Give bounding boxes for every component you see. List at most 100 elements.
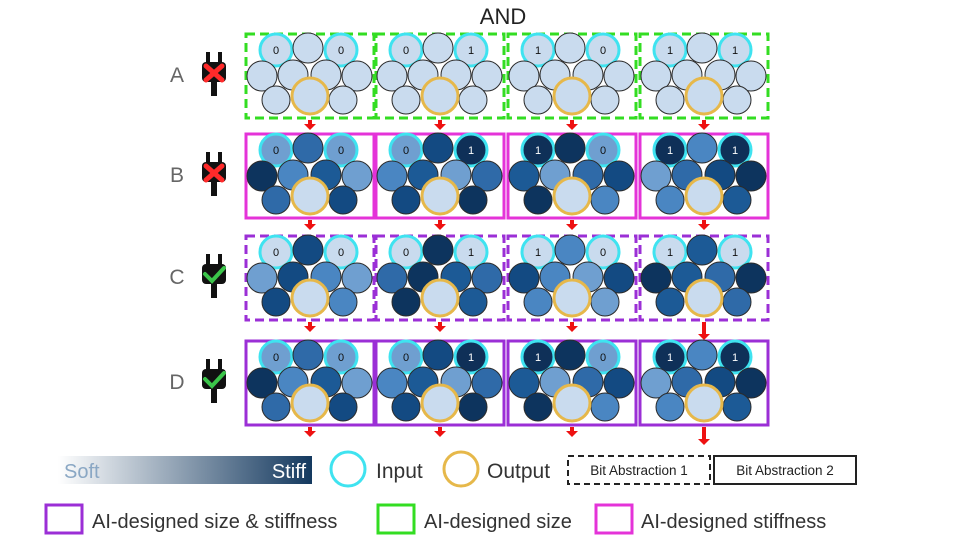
grain <box>292 32 324 64</box>
input-bit: 0 <box>403 352 409 364</box>
grain <box>603 160 635 192</box>
input-node <box>323 339 359 375</box>
grain <box>246 262 278 294</box>
grain <box>292 234 324 266</box>
grain <box>391 185 421 215</box>
output-node <box>420 278 460 318</box>
output-node <box>290 278 330 318</box>
flow-arrow <box>566 120 578 130</box>
stiff-label: Stiff <box>272 461 307 483</box>
input-bit: 1 <box>535 45 541 57</box>
input-bit: 0 <box>338 145 344 157</box>
grain <box>508 60 540 92</box>
power-plug-icon <box>202 152 226 196</box>
grain <box>735 160 767 192</box>
grain <box>246 367 278 399</box>
flow-arrow <box>698 322 710 340</box>
input-bit: 0 <box>273 145 279 157</box>
size-stiffness-label: AI-designed size & stiffness <box>92 511 337 533</box>
grain <box>603 60 635 92</box>
grain <box>328 185 358 215</box>
input-node <box>585 339 621 375</box>
grain <box>686 132 718 164</box>
input-node <box>388 339 424 375</box>
flow-arrow <box>304 427 316 437</box>
power-plug-icon <box>202 52 226 96</box>
grain <box>422 32 454 64</box>
input-bit: 0 <box>403 247 409 259</box>
output-label: Output <box>487 460 550 483</box>
grain <box>590 287 620 317</box>
grain <box>508 160 540 192</box>
input-bit: 0 <box>338 45 344 57</box>
bit1-label: Bit Abstraction 1 <box>590 463 688 478</box>
flow-arrow <box>566 322 578 332</box>
grain <box>640 367 672 399</box>
input-node <box>388 32 424 68</box>
grain <box>261 85 291 115</box>
output-node <box>420 383 460 423</box>
input-bit: 1 <box>667 352 673 364</box>
flow-arrow <box>304 120 316 130</box>
input-node <box>453 339 489 375</box>
power-plug-icon <box>202 359 226 403</box>
flow-arrow <box>566 427 578 437</box>
input-node <box>585 32 621 68</box>
input-bit: 1 <box>732 45 738 57</box>
grain <box>391 85 421 115</box>
input-bit: 0 <box>273 352 279 364</box>
input-node <box>717 234 753 270</box>
size-label: AI-designed size <box>424 511 572 533</box>
grain <box>722 185 752 215</box>
input-bit: 1 <box>732 247 738 259</box>
grain <box>458 287 488 317</box>
output-node <box>552 278 592 318</box>
grain <box>422 132 454 164</box>
grain <box>341 160 373 192</box>
grain <box>376 60 408 92</box>
input-node <box>520 339 556 375</box>
size-stiffness-legend: AI-designed size & stiffness <box>44 503 337 535</box>
input-bit: 0 <box>600 247 606 259</box>
grain <box>655 185 685 215</box>
input-node <box>717 132 753 168</box>
input-node <box>585 132 621 168</box>
grain <box>603 262 635 294</box>
grain <box>391 392 421 422</box>
grain <box>471 160 503 192</box>
input-node <box>453 234 489 270</box>
grain <box>341 262 373 294</box>
input-bit: 0 <box>403 45 409 57</box>
grain <box>640 160 672 192</box>
power-plug-icon <box>202 254 226 298</box>
input-node <box>717 32 753 68</box>
grain <box>341 60 373 92</box>
input-bit: 1 <box>535 247 541 259</box>
input-node <box>652 132 688 168</box>
input-bit: 0 <box>338 247 344 259</box>
input-node <box>453 132 489 168</box>
grain <box>508 262 540 294</box>
output-node <box>290 383 330 423</box>
output-node <box>552 176 592 216</box>
grain <box>376 160 408 192</box>
grain <box>246 160 278 192</box>
input-node <box>652 234 688 270</box>
grain <box>590 185 620 215</box>
grain <box>523 392 553 422</box>
input-bit: 1 <box>667 45 673 57</box>
bit-abstraction-1-legend: Bit Abstraction 1 <box>567 455 711 485</box>
input-bit: 1 <box>732 352 738 364</box>
grain <box>735 60 767 92</box>
input-node <box>585 234 621 270</box>
input-node <box>520 32 556 68</box>
